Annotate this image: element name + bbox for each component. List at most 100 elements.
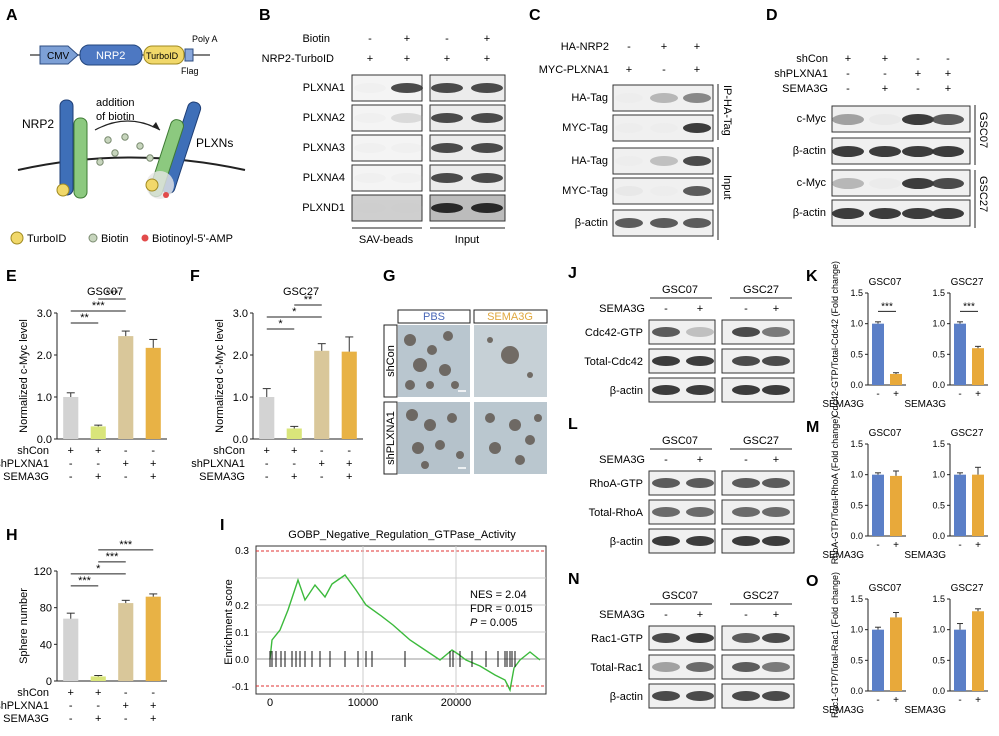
arrow-label-2: of biotin (96, 111, 135, 123)
b-blot-strip-sav (351, 104, 423, 132)
treat-sign: + (95, 471, 101, 483)
b-band-label: PLXNA4 (303, 172, 345, 184)
y-tick-label: 0.0 (850, 380, 863, 390)
construct-turboid: TurboID (146, 51, 179, 61)
c-band (615, 156, 643, 166)
treat-row-label: shCon (17, 445, 49, 457)
blot-band (732, 536, 760, 546)
c-band-label: HA-Tag (571, 92, 608, 104)
turboid-box (143, 45, 185, 65)
d-row-label: shCon (796, 53, 828, 65)
treat-row-label: shPLXNA1 (191, 458, 245, 470)
b-band (471, 83, 503, 93)
gsea-ytick-00: 0.0 (235, 655, 249, 666)
gsea-nes: NES = 2.04 (470, 589, 527, 601)
small-chart-ylabel: RhoA-GTP/Total-RhoA (Fold change) (830, 416, 840, 565)
d-band (902, 146, 934, 157)
d-band (832, 208, 864, 219)
blot-sign: - (744, 609, 748, 621)
sig-label: * (278, 318, 283, 330)
treat-sign: + (150, 471, 156, 483)
small-chart-ylabel: Rac1-GTP/Total-Rac1 (Fold change) (830, 572, 840, 718)
blot-group-label: GSC07 (662, 435, 698, 447)
g-spheres (404, 331, 542, 469)
d-sign: - (916, 83, 920, 95)
treat-sign: - (151, 445, 155, 457)
y-tick-label: 1.5 (850, 288, 863, 298)
b-blot-strip-sav (351, 164, 423, 192)
y-tick-label: 0.5 (850, 655, 863, 665)
sig-label: *** (92, 300, 106, 312)
treat-sign: - (265, 458, 269, 470)
blot-band (686, 327, 714, 337)
bar (890, 373, 902, 385)
y-tick-label: 0.5 (932, 655, 945, 665)
plxns-label: PLXNs (196, 136, 233, 150)
y-tick-label: 0.0 (850, 686, 863, 696)
blot-group-label: GSC27 (743, 284, 779, 296)
treat-sign: + (346, 471, 352, 483)
c-band (650, 156, 678, 166)
blot-band (686, 507, 714, 517)
treat-row-label: SEMA3G (3, 471, 49, 483)
panel-f-chart: F GSC27 0.0 1.0 2.0 3.0 Normalized c-Myc leve… (190, 268, 363, 483)
c-band (615, 123, 643, 133)
panel-k-chart: K Cdc42-GTP/Total-Cdc42 (Fold change) GSC… (806, 261, 988, 417)
blot-sign: - (664, 303, 668, 315)
b-band (391, 83, 423, 93)
c-band-label: HA-Tag (571, 155, 608, 167)
sphere (525, 435, 535, 445)
bar (954, 474, 966, 536)
bar (954, 323, 966, 385)
y-label: Normalized c-Myc level (18, 319, 30, 433)
treat-sign: + (291, 471, 297, 483)
g-col-pbs: PBS (423, 311, 445, 323)
treat-row-label: shPLXNA1 (0, 700, 49, 712)
legend-biotin-icon (88, 233, 98, 243)
blot-band (762, 327, 790, 337)
c-band (650, 123, 678, 133)
y-tick-label: 0 (46, 676, 52, 688)
legend-biotinoyl-icon (141, 234, 149, 242)
blot-sign: + (697, 454, 703, 466)
sphere (439, 364, 451, 376)
c-blot-area: HA-Tag MYC-Tag HA-Tag MYC-Tag β-actin (562, 84, 714, 237)
b-blot-strip-sav (351, 194, 423, 222)
blot-band (762, 478, 790, 488)
y-tick-label: 0.0 (233, 434, 248, 446)
c-sign-myc: + (626, 64, 632, 76)
b-band (391, 113, 423, 123)
treat-sign: - (96, 458, 100, 470)
blot-band (732, 385, 760, 395)
small-chart-xlabel: SEMA3G (822, 550, 864, 561)
c-sign-ha: - (627, 41, 631, 53)
b-band (431, 113, 463, 123)
sphere (487, 337, 493, 343)
blot-band (732, 633, 760, 643)
c-sign-row: - + + + - + (626, 41, 700, 76)
sphere (456, 451, 464, 459)
y-label: Sphere number (18, 588, 30, 664)
b-sign-biotin: - (368, 33, 372, 45)
b-band-label: PLXNA3 (303, 142, 345, 154)
c-band (650, 93, 678, 103)
panel-letter: N (568, 571, 580, 588)
x-sign: - (876, 540, 879, 551)
blot-band (762, 356, 790, 366)
treat-sign: - (320, 471, 324, 483)
treat-sign: + (150, 700, 156, 712)
biotin-dots (96, 133, 154, 166)
treat-sign: + (123, 700, 129, 712)
small-chart-title: GSC07 (869, 583, 902, 594)
gsea-p-symbol: P (470, 617, 478, 629)
y-tick-label: 40 (40, 639, 52, 651)
c-myc-plxna1-label: MYC-PLXNA1 (539, 64, 609, 76)
y-tick-label: 80 (40, 603, 52, 615)
bar (145, 347, 161, 439)
panel-n: N GSC07 GSC27 SEMA3G - + - + Rac1-GTP Total-Rac1 β… (568, 571, 795, 709)
g-row-header-shplxna1 (383, 401, 398, 475)
g-col-sema3g: SEMA3G (487, 311, 533, 323)
panel-letter-e: E (6, 268, 17, 285)
blot-band-label: β-actin (610, 691, 643, 703)
treat-sign: + (95, 713, 101, 725)
